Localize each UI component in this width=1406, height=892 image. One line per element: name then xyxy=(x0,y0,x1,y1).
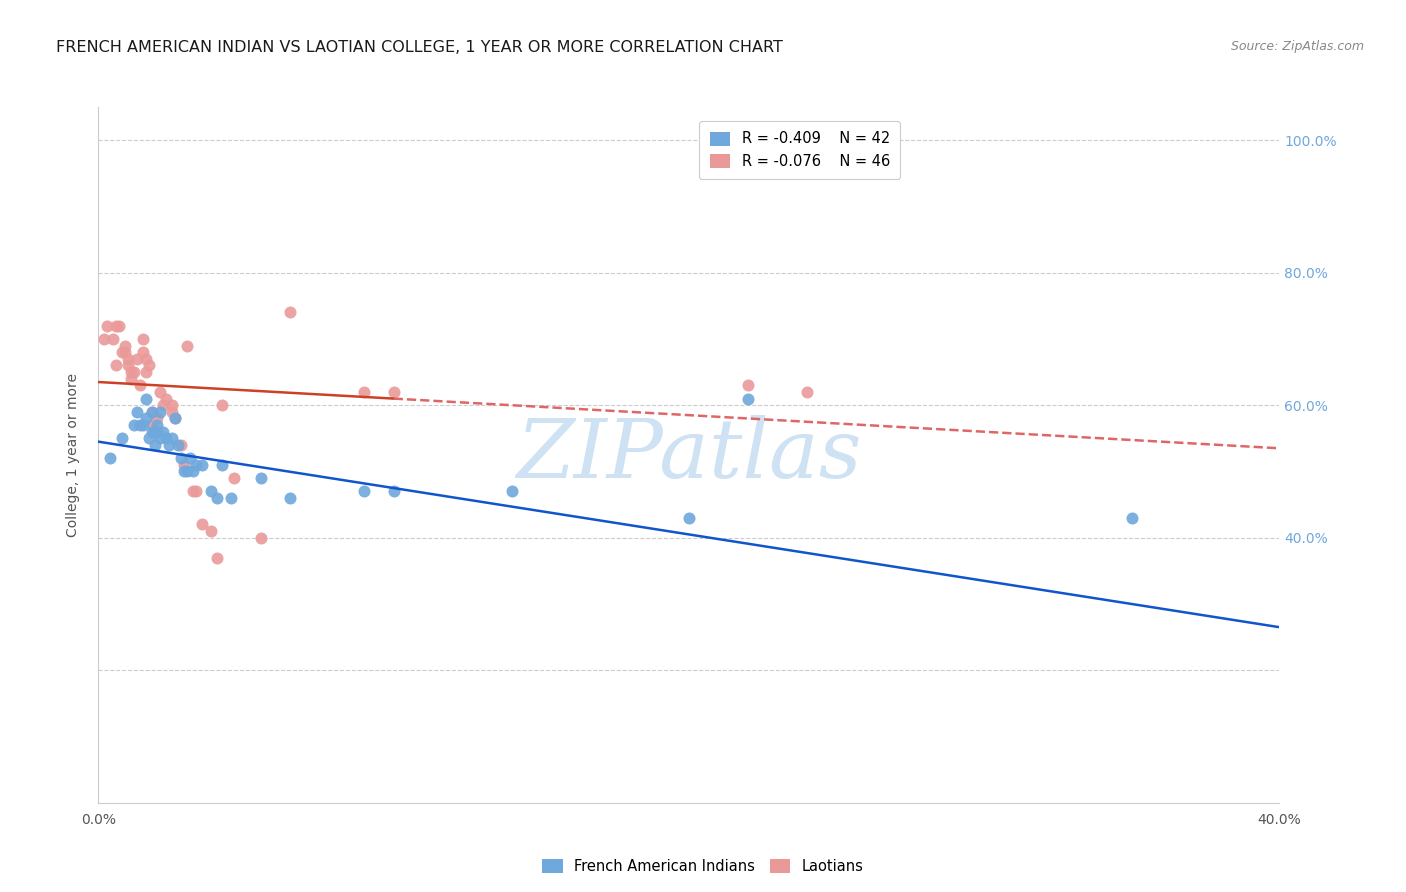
Point xyxy=(149,384,172,399)
Point xyxy=(176,465,198,479)
Point xyxy=(111,431,134,445)
Point xyxy=(278,305,302,319)
Point xyxy=(173,458,195,472)
Point xyxy=(128,418,150,433)
Point xyxy=(114,345,136,359)
Point xyxy=(167,438,190,452)
Point xyxy=(132,418,155,433)
Point xyxy=(143,425,166,439)
Point xyxy=(250,471,273,485)
Point xyxy=(176,338,198,352)
Point xyxy=(120,365,142,379)
Point xyxy=(141,405,163,419)
Point xyxy=(96,318,118,333)
Point xyxy=(114,338,136,352)
Point xyxy=(117,351,139,366)
Point xyxy=(678,511,700,525)
Point xyxy=(173,465,195,479)
Point xyxy=(152,425,174,439)
Point xyxy=(152,398,174,412)
Point xyxy=(155,431,177,445)
Point xyxy=(162,431,183,445)
Point xyxy=(353,384,375,399)
Point xyxy=(105,318,128,333)
Point xyxy=(219,491,242,505)
Point xyxy=(105,359,128,373)
Point xyxy=(224,471,246,485)
Point xyxy=(122,418,145,433)
Point xyxy=(737,392,759,406)
Point xyxy=(200,524,222,538)
Point xyxy=(141,405,163,419)
Point xyxy=(146,425,169,439)
Point xyxy=(162,405,183,419)
Point xyxy=(111,345,134,359)
Point xyxy=(200,484,222,499)
Point xyxy=(162,398,183,412)
Point xyxy=(250,531,273,545)
Text: FRENCH AMERICAN INDIAN VS LAOTIAN COLLEGE, 1 YEAR OR MORE CORRELATION CHART: FRENCH AMERICAN INDIAN VS LAOTIAN COLLEG… xyxy=(56,40,783,55)
Point xyxy=(353,484,375,499)
Point xyxy=(132,332,155,346)
Point xyxy=(157,438,180,452)
Point xyxy=(93,332,115,346)
Point xyxy=(146,411,169,425)
Point xyxy=(165,411,187,425)
Point xyxy=(278,491,302,505)
Point xyxy=(796,384,818,399)
Point xyxy=(184,458,207,472)
Point xyxy=(141,425,163,439)
Point xyxy=(211,458,233,472)
Text: ZIPatlas: ZIPatlas xyxy=(516,415,862,495)
Point xyxy=(122,365,145,379)
Point xyxy=(98,451,121,466)
Point xyxy=(737,378,759,392)
Point xyxy=(205,491,228,505)
Point xyxy=(120,372,142,386)
Point xyxy=(149,431,172,445)
Text: Source: ZipAtlas.com: Source: ZipAtlas.com xyxy=(1230,40,1364,54)
Point xyxy=(181,484,204,499)
Point xyxy=(108,318,131,333)
Point xyxy=(138,431,160,445)
Point xyxy=(132,345,155,359)
Point xyxy=(191,517,214,532)
Point xyxy=(135,351,157,366)
Point xyxy=(211,398,233,412)
Point xyxy=(382,484,405,499)
Point xyxy=(117,359,139,373)
Legend: R = -0.409    N = 42, R = -0.076    N = 46: R = -0.409 N = 42, R = -0.076 N = 46 xyxy=(699,121,900,179)
Point xyxy=(184,484,207,499)
Point xyxy=(141,418,163,433)
Point xyxy=(143,438,166,452)
Point xyxy=(501,484,523,499)
Point xyxy=(103,332,125,346)
Point xyxy=(179,451,201,466)
Point xyxy=(205,550,228,565)
Point xyxy=(191,458,214,472)
Point xyxy=(165,411,187,425)
Point xyxy=(135,392,157,406)
Point xyxy=(382,384,405,399)
Point xyxy=(170,451,193,466)
Point xyxy=(135,365,157,379)
Legend: French American Indians, Laotians: French American Indians, Laotians xyxy=(537,854,869,880)
Point xyxy=(1121,511,1143,525)
Point xyxy=(149,405,172,419)
Y-axis label: College, 1 year or more: College, 1 year or more xyxy=(66,373,80,537)
Point xyxy=(138,359,160,373)
Point xyxy=(170,438,193,452)
Point xyxy=(125,405,148,419)
Point xyxy=(125,351,148,366)
Point xyxy=(146,418,169,433)
Point xyxy=(135,411,157,425)
Point xyxy=(181,465,204,479)
Point xyxy=(155,392,177,406)
Point xyxy=(128,378,150,392)
